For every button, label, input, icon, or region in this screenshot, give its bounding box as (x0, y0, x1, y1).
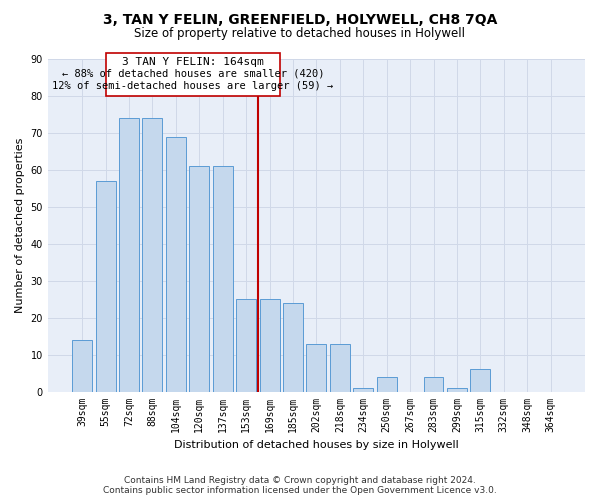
Bar (377, 377, 397, 392)
Bar (470, 370, 490, 392)
Text: Size of property relative to detached houses in Holywell: Size of property relative to detached ho… (134, 28, 466, 40)
Bar (119, 118, 139, 392)
Bar (307, 344, 326, 392)
Bar (142, 118, 163, 392)
Text: 12% of semi-detached houses are larger (59) →: 12% of semi-detached houses are larger (… (52, 80, 334, 90)
Text: 3, TAN Y FELIN, GREENFIELD, HOLYWELL, CH8 7QA: 3, TAN Y FELIN, GREENFIELD, HOLYWELL, CH… (103, 12, 497, 26)
Bar (236, 299, 256, 392)
Text: ← 88% of detached houses are smaller (420): ← 88% of detached houses are smaller (42… (62, 69, 324, 79)
X-axis label: Distribution of detached houses by size in Holywell: Distribution of detached houses by size … (174, 440, 459, 450)
Bar (353, 388, 373, 392)
Text: 3 TAN Y FELIN: 164sqm: 3 TAN Y FELIN: 164sqm (122, 56, 264, 66)
Bar (447, 388, 467, 392)
Y-axis label: Number of detached properties: Number of detached properties (15, 138, 25, 313)
Bar (283, 303, 303, 392)
Bar (213, 166, 233, 392)
Bar (260, 299, 280, 392)
Bar (330, 344, 350, 392)
Bar (424, 377, 443, 392)
Bar (190, 166, 209, 392)
Bar (95, 181, 116, 392)
Bar (72, 340, 92, 392)
Bar (166, 136, 186, 392)
Text: Contains HM Land Registry data © Crown copyright and database right 2024.
Contai: Contains HM Land Registry data © Crown c… (103, 476, 497, 495)
FancyBboxPatch shape (106, 54, 280, 96)
